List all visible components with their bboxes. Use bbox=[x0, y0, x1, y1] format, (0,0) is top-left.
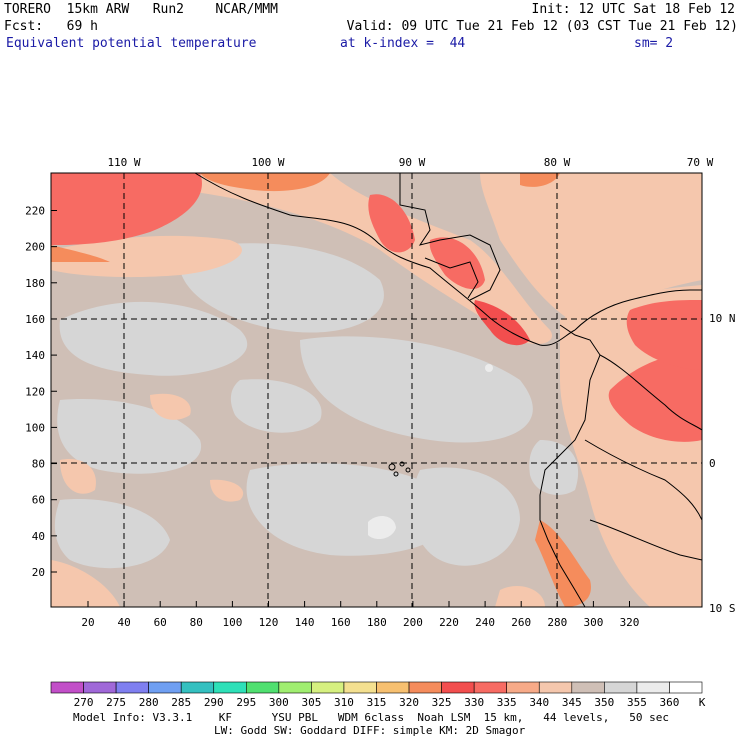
latitude-label: 0 bbox=[709, 457, 716, 470]
colorbar-value: 335 bbox=[497, 696, 517, 709]
colorbar-value: 350 bbox=[594, 696, 614, 709]
x-tick-label: 260 bbox=[511, 616, 531, 629]
field-name: Equivalent potential temperature bbox=[6, 36, 257, 51]
y-tick-label: 60 bbox=[32, 494, 45, 507]
colorbar-swatch bbox=[441, 681, 475, 694]
header-valid-time: Valid: 09 UTC Tue 21 Feb 12 (03 CST Tue … bbox=[346, 19, 738, 34]
colorbar-value: 340 bbox=[529, 696, 549, 709]
colorbar-swatch bbox=[148, 681, 182, 694]
y-tick-label: 40 bbox=[32, 530, 45, 543]
x-tick-label: 200 bbox=[403, 616, 423, 629]
level-label: at k-index = 44 bbox=[340, 36, 466, 51]
lat-lon-grid bbox=[51, 173, 702, 607]
longitude-labels: 110 W 100 W 90 W 80 W 70 W bbox=[107, 156, 713, 169]
colorbar-swatch bbox=[311, 681, 345, 694]
y-tick-label: 140 bbox=[25, 349, 45, 362]
x-tick-label: 20 bbox=[81, 616, 94, 629]
x-tick-label: 300 bbox=[583, 616, 603, 629]
header-forecast-hour: Fcst: 69 h bbox=[4, 19, 98, 34]
map-field bbox=[51, 173, 702, 607]
latitude-labels: 10 N 0 10 S bbox=[709, 312, 736, 615]
footer-model-info: Model Info: V3.3.1 KF YSU PBL WDM 6class… bbox=[73, 711, 670, 724]
latitude-label: 10 N bbox=[709, 312, 736, 325]
colorbar-value: 295 bbox=[236, 696, 256, 709]
y-tick-label: 160 bbox=[25, 313, 45, 326]
colorbar-swatch bbox=[246, 681, 280, 694]
colorbar-swatch bbox=[538, 681, 573, 694]
colorbar-swatch bbox=[213, 681, 247, 694]
colorbar-value: 330 bbox=[464, 696, 484, 709]
colorbar-value: 345 bbox=[562, 696, 582, 709]
x-axis-ticks: 20 40 60 80 100 120 140 160 180 200 220 240 260 280 30… bbox=[81, 601, 639, 629]
colorbar-swatch bbox=[604, 681, 638, 694]
y-tick-label: 220 bbox=[25, 205, 45, 218]
y-tick-label: 80 bbox=[32, 458, 45, 471]
colorbar-value: 315 bbox=[367, 696, 387, 709]
longitude-label: 100 W bbox=[251, 156, 284, 169]
longitude-label: 90 W bbox=[399, 156, 426, 169]
x-tick-label: 120 bbox=[259, 616, 279, 629]
smoothing-label: sm= 2 bbox=[634, 36, 674, 51]
colorbar-labels: 270 275 280 285 290 295 300 305 310 315 320 325 330 3… bbox=[74, 696, 680, 709]
colorbar-swatch bbox=[571, 681, 605, 694]
y-tick-label: 20 bbox=[32, 566, 45, 579]
x-tick-label: 40 bbox=[117, 616, 130, 629]
y-tick-label: 180 bbox=[25, 277, 45, 290]
y-tick-label: 200 bbox=[25, 241, 45, 254]
longitude-label: 110 W bbox=[107, 156, 140, 169]
coastlines bbox=[194, 172, 703, 608]
header-init-time: Init: 12 UTC Sat 18 Feb 12 bbox=[531, 2, 736, 17]
y-tick-label: 100 bbox=[25, 421, 45, 434]
x-tick-label: 280 bbox=[547, 616, 567, 629]
x-tick-label: 220 bbox=[439, 616, 459, 629]
colorbar bbox=[50, 681, 703, 694]
x-tick-label: 100 bbox=[222, 616, 242, 629]
colorbar-value: 270 bbox=[74, 696, 94, 709]
x-tick-label: 160 bbox=[331, 616, 351, 629]
colorbar-value: 325 bbox=[432, 696, 452, 709]
colorbar-swatch bbox=[83, 681, 117, 694]
colorbar-unit: K bbox=[699, 696, 706, 709]
y-axis-ticks: 20 40 60 80 100 120 140 160 180 200 220 bbox=[25, 205, 57, 579]
colorbar-swatch bbox=[669, 681, 703, 694]
colorbar-swatch bbox=[343, 681, 377, 694]
colorbar-swatch bbox=[636, 681, 670, 694]
x-tick-label: 60 bbox=[154, 616, 167, 629]
colorbar-swatch bbox=[506, 681, 540, 694]
x-tick-label: 320 bbox=[620, 616, 640, 629]
x-tick-label: 140 bbox=[295, 616, 315, 629]
colorbar-value: 280 bbox=[139, 696, 159, 709]
colorbar-swatch bbox=[376, 681, 410, 694]
colorbar-value: 285 bbox=[171, 696, 191, 709]
x-tick-label: 80 bbox=[190, 616, 203, 629]
colorbar-swatch bbox=[115, 681, 149, 694]
colorbar-swatch bbox=[50, 681, 84, 694]
colorbar-value: 305 bbox=[301, 696, 321, 709]
header-run-info: TORERO 15km ARW Run2 NCAR/MMM bbox=[4, 2, 278, 17]
colorbar-value: 360 bbox=[660, 696, 680, 709]
y-tick-label: 120 bbox=[25, 385, 45, 398]
longitude-label: 80 W bbox=[544, 156, 571, 169]
colorbar-value: 290 bbox=[204, 696, 224, 709]
colorbar-value: 300 bbox=[269, 696, 289, 709]
colorbar-swatch bbox=[473, 681, 507, 694]
colorbar-value: 320 bbox=[399, 696, 419, 709]
footer-physics-info: LW: Godd SW: Goddard DIFF: simple KM: 2D… bbox=[214, 724, 526, 737]
colorbar-swatch bbox=[278, 681, 312, 694]
colorbar-value: 355 bbox=[627, 696, 647, 709]
colorbar-swatch bbox=[180, 681, 215, 694]
longitude-label: 70 W bbox=[687, 156, 714, 169]
colorbar-value: 275 bbox=[106, 696, 126, 709]
colorbar-swatch bbox=[408, 681, 442, 694]
colorbar-value: 310 bbox=[334, 696, 354, 709]
latitude-label: 10 S bbox=[709, 602, 736, 615]
x-tick-label: 180 bbox=[367, 616, 387, 629]
x-tick-label: 240 bbox=[475, 616, 495, 629]
